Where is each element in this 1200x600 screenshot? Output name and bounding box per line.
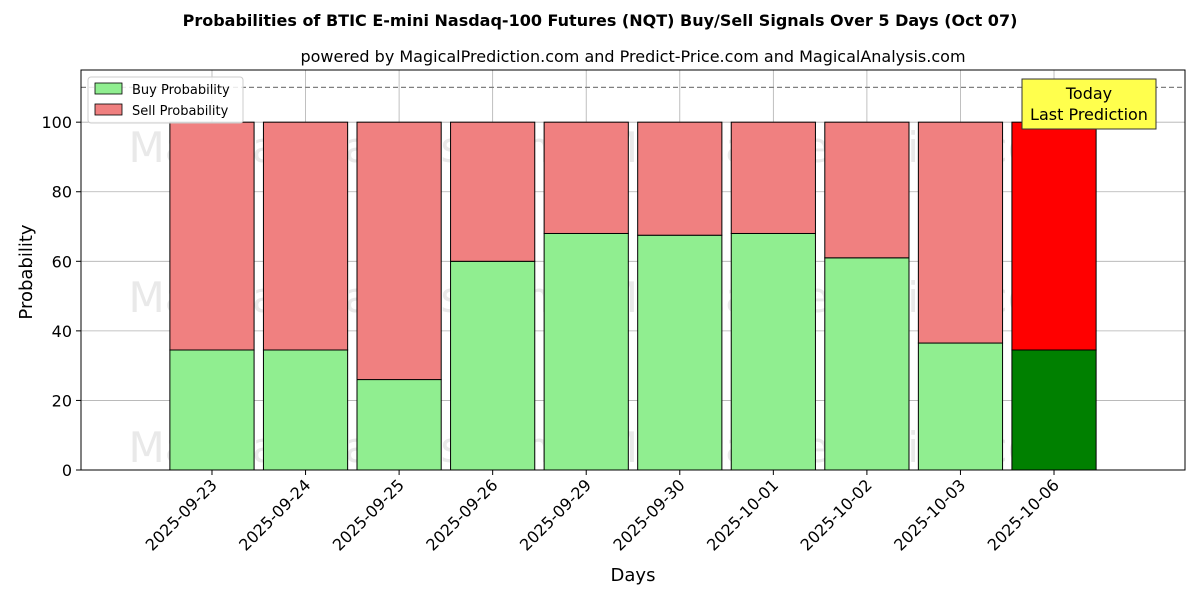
- y-tick-label: 40: [52, 322, 72, 341]
- bar-sell-2025-10-06: [1011, 121, 1097, 351]
- bar-sell-2025-10-03: [917, 121, 1004, 344]
- bar-buy-2025-10-01: [730, 232, 816, 471]
- chart-title: Probabilities of BTIC E-mini Nasdaq-100 …: [183, 11, 1018, 30]
- y-tick-label: 80: [52, 183, 72, 202]
- y-tick-label: 20: [52, 391, 72, 410]
- bar-buy-2025-09-29: [543, 232, 629, 471]
- bar-sell-2025-09-29: [543, 121, 629, 234]
- bar-sell-2025-09-26: [450, 121, 536, 262]
- bar-buy-2025-09-30: [637, 234, 723, 471]
- x-tick-label: 2025-09-24: [235, 475, 314, 554]
- x-tick-label: 2025-10-01: [703, 475, 782, 554]
- x-tick-label: 2025-09-26: [422, 475, 501, 554]
- bar-sell-2025-10-01: [730, 121, 816, 234]
- annotation-box: [1021, 78, 1157, 130]
- bar-buy-2025-09-25: [356, 379, 442, 471]
- annotation-line-2: Last Prediction: [1030, 105, 1148, 124]
- bar-buy-2025-10-06: [1011, 349, 1097, 471]
- bar-buy-2025-09-26: [450, 260, 536, 471]
- bar-buy-2025-10-02: [824, 257, 910, 471]
- x-tick-label: 2025-10-06: [984, 475, 1063, 554]
- legend-label-buy: Buy Probability: [132, 83, 230, 98]
- annotation-line-1: Today: [1065, 84, 1112, 103]
- bar-sell-2025-09-25: [356, 121, 442, 381]
- bar-buy-2025-10-03: [917, 342, 1004, 471]
- today-annotation: Today Last Prediction: [1021, 78, 1157, 130]
- y-tick-label: 100: [41, 113, 72, 132]
- x-tick-label: 2025-10-02: [797, 475, 876, 554]
- bar-buy-2025-09-23: [169, 349, 255, 471]
- plot-frame: [80, 69, 1186, 471]
- x-axis: 2025-09-23 2025-09-24 2025-09-25 2025-09-26…: [142, 470, 1063, 555]
- y-tick-label: 0: [62, 461, 72, 480]
- x-tick-label: 2025-10-03: [890, 475, 969, 554]
- chart-subtitle: powered by MagicalPrediction.com and Pre…: [300, 47, 965, 66]
- legend-swatch-buy: [94, 82, 123, 95]
- x-tick-label: 2025-09-29: [516, 475, 595, 554]
- legend-box: [87, 76, 244, 124]
- bar-sell-2025-09-23: [169, 121, 255, 351]
- x-axis-label: Days: [611, 565, 656, 586]
- bar-sell-2025-09-24: [262, 121, 349, 351]
- x-tick-label: 2025-09-23: [142, 475, 221, 554]
- y-axis: 0 20 40 60 80 100: [41, 113, 81, 480]
- legend-swatch-sell: [94, 103, 123, 116]
- y-axis-label: Probability: [16, 224, 37, 319]
- x-tick-label: 2025-09-25: [329, 475, 408, 554]
- x-tick-label: 2025-09-30: [609, 475, 688, 554]
- bar-buy-2025-09-24: [262, 349, 349, 471]
- legend: Buy Probability Sell Probability: [87, 76, 244, 124]
- legend-label-sell: Sell Probability: [132, 104, 229, 119]
- bar-sell-2025-10-02: [824, 121, 910, 259]
- bar-sell-2025-09-30: [637, 121, 723, 236]
- y-tick-label: 60: [52, 252, 72, 271]
- bars-layer: [169, 121, 1097, 471]
